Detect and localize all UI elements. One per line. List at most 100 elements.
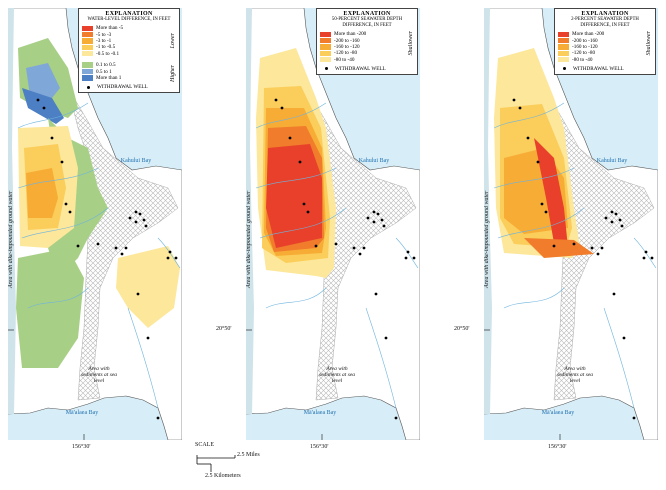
streams <box>17 102 181 409</box>
latitude-label: 20°50' <box>216 326 232 332</box>
map-legend: EXPLANATION WATER-LEVEL DIFFERENCE, IN FE… <box>78 8 180 94</box>
sediment-area-label: Area with sediments at sea level <box>318 366 356 384</box>
withdrawal-well-marker <box>144 224 148 228</box>
dike-zone <box>484 8 492 414</box>
legend-well-row: WITHDRAWAL WELL <box>558 66 652 72</box>
withdrawal-well-marker <box>64 202 68 206</box>
streams <box>255 102 419 409</box>
withdrawal-well-marker <box>314 244 318 248</box>
legend-label: 0.1 to 0.5 <box>96 62 116 69</box>
legend-row: -5 to -3 <box>82 31 176 38</box>
legend-label: -5 to -3 <box>96 31 112 38</box>
legend-row: 0.5 to 1 <box>82 68 176 75</box>
withdrawal-well-marker <box>590 246 594 250</box>
legend-label: -120 to -80 <box>334 50 358 57</box>
difference-fields <box>16 38 180 368</box>
legend-swatch <box>82 25 93 31</box>
legend-label: -1 to -0.5 <box>96 44 116 51</box>
withdrawal-well-marker <box>526 136 530 140</box>
legend-label: -3 to -1 <box>96 37 112 44</box>
withdrawal-well-marker <box>374 292 378 296</box>
kahului-bay-label: Kahului Bay <box>120 158 152 164</box>
withdrawal-well-marker <box>394 416 398 420</box>
legend-well-label: WITHDRAWAL WELL <box>573 65 624 72</box>
withdrawal-well-marker <box>404 256 408 260</box>
withdrawal-well-marker <box>552 244 556 248</box>
legend-well-row: WITHDRAWAL WELL <box>82 84 176 90</box>
withdrawal-wells <box>274 98 416 420</box>
legend-label: More than -200 <box>572 31 605 38</box>
withdrawal-well-marker <box>372 220 376 224</box>
withdrawal-well-marker <box>96 242 100 246</box>
map-canvas <box>484 8 658 440</box>
legend-well-marker <box>563 67 566 71</box>
legend-row: More than -200 <box>320 31 414 37</box>
withdrawal-well-marker <box>306 210 310 214</box>
dike-zone-label: Area with dike-impounded ground water <box>8 190 14 288</box>
withdrawal-well-marker <box>142 218 146 222</box>
map-canvas <box>246 8 420 440</box>
withdrawal-well-marker <box>36 98 40 102</box>
withdrawal-well-marker <box>622 336 626 340</box>
legend-well-label: WITHDRAWAL WELL <box>335 65 386 72</box>
legend-label: -80 to -40 <box>572 56 593 63</box>
legend-row: -3 to -1 <box>82 38 176 44</box>
withdrawal-wells <box>36 98 178 420</box>
legend-lower-label: Lower <box>170 33 176 49</box>
withdrawal-well-marker <box>146 336 150 340</box>
legend-well-label: WITHDRAWAL WELL <box>97 84 148 91</box>
withdrawal-well-marker <box>406 250 410 254</box>
withdrawal-well-marker <box>168 250 172 254</box>
withdrawal-well-marker <box>114 246 118 250</box>
legend-well-marker <box>325 67 328 71</box>
withdrawal-well-marker <box>124 246 128 250</box>
legend-swatch <box>558 31 569 37</box>
legend-label: -200 to -160 <box>572 37 598 44</box>
legend-shallower-label: Shallower <box>646 31 652 56</box>
dike-zone <box>8 8 16 414</box>
legend-heading: 2-PERCENT SEAWATER DEPTH DIFFERENCE, IN … <box>571 17 639 28</box>
legend-swatch <box>320 50 331 57</box>
withdrawal-well-marker <box>50 136 54 140</box>
withdrawal-well-marker <box>358 252 362 256</box>
legend-label: -160 to -120 <box>572 43 598 50</box>
legend-label: -80 to -40 <box>334 56 355 63</box>
legend-title: EXPLANATION <box>343 11 391 17</box>
longitude-label: 156°30' <box>72 444 91 450</box>
withdrawal-well-marker <box>536 160 540 164</box>
withdrawal-well-marker <box>128 216 132 220</box>
withdrawal-well-marker <box>134 210 138 214</box>
withdrawal-well-marker <box>136 292 140 296</box>
map-panel-water-level: EXPLANATION WATER-LEVEL DIFFERENCE, IN FE… <box>8 8 182 450</box>
withdrawal-well-marker <box>642 256 646 260</box>
legend-row: -200 to -160 <box>558 37 652 44</box>
withdrawal-well-marker <box>372 210 376 214</box>
dike-zone-label: Area with dike-impounded ground water <box>246 190 252 288</box>
withdrawal-well-marker <box>166 256 170 260</box>
withdrawal-well-marker <box>650 256 654 260</box>
legend-row: More than -200 <box>558 31 652 37</box>
scale-graphic <box>196 455 236 472</box>
map-legend: EXPLANATION 50-PERCENT SEAWATER DEPTH DIF… <box>316 8 418 75</box>
map-canvas <box>8 8 182 440</box>
withdrawal-well-marker <box>138 212 142 216</box>
kahului-bay-label: Kahului Bay <box>596 158 628 164</box>
legend-swatch <box>320 37 331 44</box>
legend-well-row: WITHDRAWAL WELL <box>320 66 414 72</box>
legend-swatch <box>320 44 331 50</box>
withdrawal-well-marker <box>76 244 80 248</box>
sediment-area-label: Area with sediments at sea level <box>556 366 594 384</box>
map-panel-50-percent-seawater: EXPLANATION 50-PERCENT SEAWATER DEPTH DIF… <box>216 8 420 450</box>
legend-swatch <box>82 38 93 44</box>
withdrawal-well-marker <box>68 210 72 214</box>
difference-fields <box>256 48 336 278</box>
withdrawal-well-marker <box>610 220 614 224</box>
withdrawal-well-marker <box>60 160 64 164</box>
withdrawal-well-marker <box>376 212 380 216</box>
withdrawal-well-marker <box>366 216 370 220</box>
scale-kilometers: 2.5 Kilometers <box>205 473 241 479</box>
longitude-label: 156°30' <box>310 444 329 450</box>
withdrawal-well-marker <box>412 256 416 260</box>
legend-title: EXPLANATION <box>105 11 153 17</box>
legend-heading: 50-PERCENT SEAWATER DEPTH DIFFERENCE, IN… <box>331 17 403 28</box>
